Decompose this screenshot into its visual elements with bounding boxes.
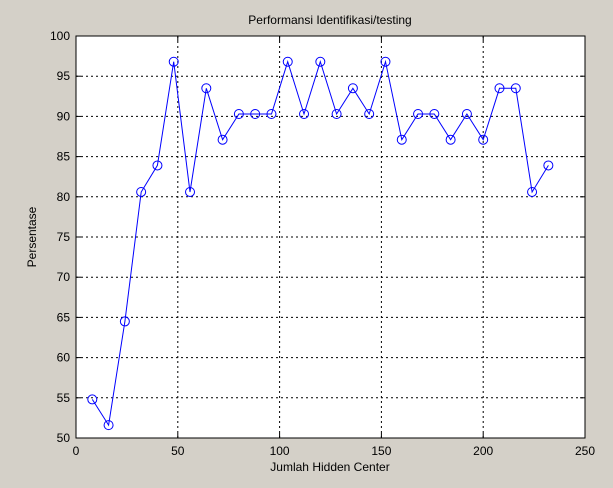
y-tick-label: 50 — [57, 431, 71, 445]
y-tick-label: 85 — [57, 150, 71, 164]
data-point-marker — [250, 108, 261, 119]
data-point-marker — [152, 160, 163, 171]
data-point-marker — [103, 420, 114, 431]
y-tick-label: 80 — [57, 190, 71, 204]
data-point-marker — [429, 108, 440, 119]
data-point-marker — [331, 108, 342, 119]
data-point-marker — [119, 316, 130, 327]
data-point-marker — [510, 83, 521, 94]
axes-area — [76, 36, 585, 438]
data-point-marker — [201, 83, 212, 94]
y-tick-label: 55 — [57, 391, 71, 405]
data-point-marker — [413, 108, 424, 119]
y-tick-label: 90 — [57, 109, 71, 123]
y-tick-label: 75 — [57, 230, 71, 244]
data-point-marker — [266, 108, 277, 119]
data-point-marker — [347, 83, 358, 94]
y-tick-label: 95 — [57, 69, 71, 83]
data-point-marker — [494, 83, 505, 94]
y-axis-label: Persentase — [25, 206, 39, 267]
y-tick-label: 70 — [57, 270, 71, 284]
data-point-marker — [299, 108, 310, 119]
data-point-marker — [380, 56, 391, 67]
data-point-marker — [478, 134, 489, 145]
y-tick-label: 60 — [57, 351, 71, 365]
data-point-marker — [543, 160, 554, 171]
data-point-marker — [233, 108, 244, 119]
series-line — [91, 59, 549, 427]
grid-lines — [76, 36, 585, 438]
axis-ticks — [75, 35, 586, 439]
x-tick-label: 150 — [371, 444, 391, 458]
x-tick-label: 100 — [270, 444, 290, 458]
x-tick-label: 250 — [575, 444, 595, 458]
chart-title: Performansi Identifikasi/testing — [248, 13, 411, 27]
data-point-marker — [168, 56, 179, 67]
data-point-marker — [185, 186, 196, 197]
data-point-marker — [282, 56, 293, 67]
data-point-marker — [527, 186, 538, 197]
data-point-marker — [461, 108, 472, 119]
y-tick-label: 65 — [57, 310, 71, 324]
data-point-marker — [364, 108, 375, 119]
data-point-marker — [136, 186, 147, 197]
y-tick-label: 100 — [50, 29, 70, 43]
x-axis-label: Jumlah Hidden Center — [270, 460, 389, 474]
data-point-marker — [87, 394, 98, 405]
data-point-marker — [217, 134, 228, 145]
x-tick-label: 200 — [473, 444, 493, 458]
series-group — [87, 56, 554, 431]
data-point-marker — [445, 134, 456, 145]
x-tick-label: 50 — [171, 444, 185, 458]
data-point-marker — [315, 56, 326, 67]
x-tick-label: 0 — [73, 444, 80, 458]
data-point-marker — [396, 134, 407, 145]
